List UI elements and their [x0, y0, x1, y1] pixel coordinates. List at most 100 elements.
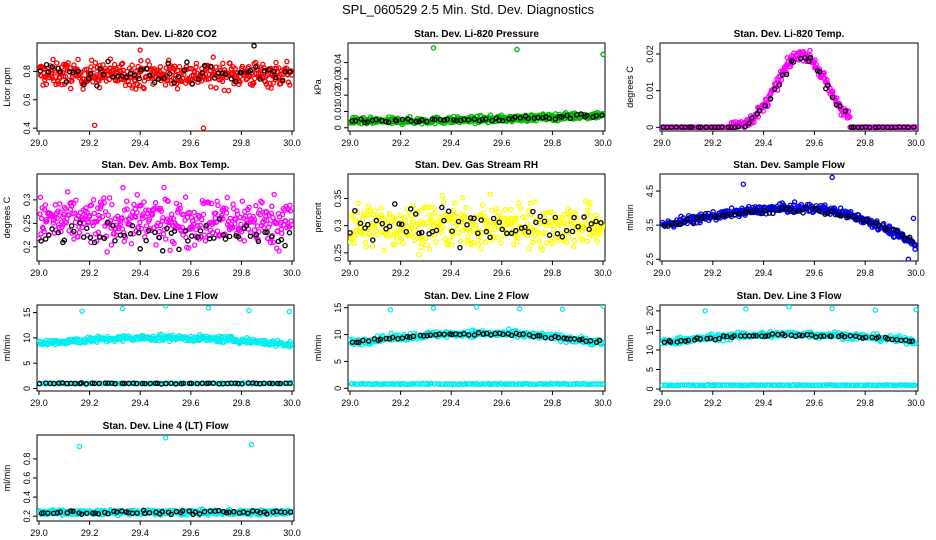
outlier-point [514, 46, 520, 53]
data-point [579, 236, 586, 243]
data-point [408, 118, 414, 124]
data-point [469, 240, 475, 246]
data-point [704, 335, 710, 342]
data-point [762, 382, 769, 388]
data-point [761, 208, 768, 214]
data-point [821, 69, 827, 76]
data-point [267, 80, 273, 87]
outlier-point [286, 308, 293, 315]
data-point [257, 211, 263, 218]
y-tick-label: 0.3 [22, 194, 32, 207]
data-point [134, 192, 141, 198]
data-point [837, 213, 844, 219]
data-point [771, 86, 778, 92]
outlier-point [246, 307, 252, 314]
data-point [171, 228, 178, 234]
data-point [399, 221, 405, 228]
plot-frame [347, 173, 606, 262]
plot-frame [659, 173, 919, 262]
x-tick-label: 30.0 [907, 268, 925, 278]
data-point [232, 380, 238, 386]
data-point [94, 218, 100, 225]
data-point [695, 124, 702, 130]
data-point [40, 82, 46, 88]
x-tick-label: 30.0 [283, 528, 301, 538]
data-point [571, 336, 578, 342]
data-point [180, 380, 187, 387]
data-point [439, 229, 445, 235]
y-tick-label: 15 [22, 308, 32, 318]
panel-title: Stan. Dev. Li-820 Temp. [734, 29, 845, 40]
data-point [507, 206, 514, 213]
data-point [571, 214, 577, 221]
data-point [822, 202, 828, 208]
data-point [276, 248, 282, 254]
data-point [128, 68, 135, 74]
data-point [147, 72, 153, 79]
data-point [824, 77, 830, 83]
data-point [427, 332, 434, 338]
data-point [475, 330, 482, 336]
data-point [157, 64, 164, 70]
data-point [232, 221, 238, 227]
data-point [821, 333, 827, 339]
data-point [670, 382, 676, 389]
data-point [177, 205, 184, 212]
data-point [665, 223, 671, 229]
x-tick-label: 29.8 [856, 398, 874, 408]
x-tick-label: 29.8 [233, 398, 251, 408]
x-tick-label: 29.6 [182, 398, 200, 408]
y-axis-label: degrees C [625, 66, 635, 108]
data-point [87, 70, 94, 77]
data-point [253, 64, 259, 70]
data-point [753, 333, 759, 339]
plot-frame [659, 304, 919, 392]
data-point [41, 228, 47, 235]
data-point [543, 240, 549, 246]
data-point [378, 205, 384, 211]
y-tick-label: 15 [645, 325, 655, 335]
data-point [51, 380, 57, 387]
data-point [554, 230, 561, 237]
data-point [510, 241, 517, 248]
data-point [697, 124, 704, 131]
data-point [526, 332, 533, 338]
data-point [87, 234, 94, 241]
y-tick-label: 20 [645, 306, 655, 316]
data-point [859, 335, 866, 341]
data-point [91, 239, 98, 246]
data-point [661, 223, 668, 229]
data-point [465, 332, 472, 338]
data-point [373, 217, 380, 224]
x-tick-label: 29.2 [392, 138, 410, 148]
data-point [175, 380, 181, 387]
data-point [802, 55, 808, 61]
data-point [271, 191, 277, 198]
data-point [53, 60, 60, 66]
data-point [139, 380, 146, 387]
data-point [717, 382, 724, 388]
data-point [389, 214, 396, 221]
data-point [393, 118, 400, 124]
data-point [279, 77, 286, 84]
x-tick-label: 29.8 [233, 528, 251, 538]
data-point [561, 335, 567, 341]
outlier-point [829, 174, 835, 181]
data-point [510, 381, 516, 387]
data-point [837, 103, 843, 109]
data-point [279, 211, 286, 218]
panel-title: Stan. Dev. Li-820 CO2 [114, 29, 217, 40]
data-point [91, 210, 98, 217]
data-point [101, 195, 107, 201]
data-point [586, 226, 592, 233]
y-axis-label: percent [313, 202, 323, 233]
data-point [441, 117, 447, 123]
panel-title: Stan. Dev. Sample Flow [733, 160, 845, 171]
data-point [561, 211, 568, 218]
data-point [276, 65, 282, 71]
data-point [471, 332, 478, 338]
data-point [138, 67, 144, 73]
data-point [535, 332, 541, 339]
x-tick-label: 30.0 [907, 398, 925, 408]
data-point [269, 203, 275, 210]
